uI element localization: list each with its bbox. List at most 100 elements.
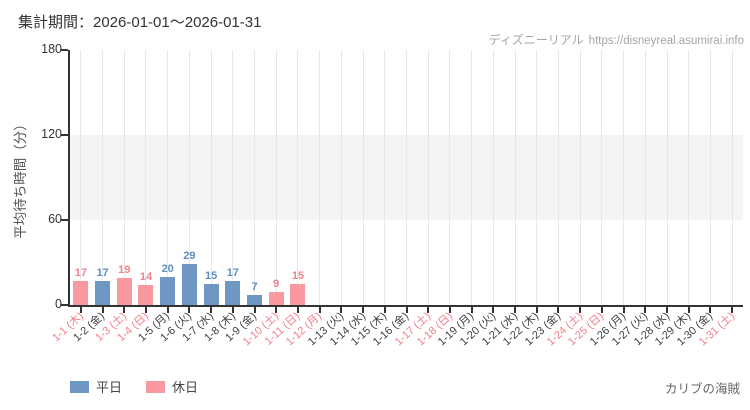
- x-axis-tick: [427, 307, 430, 313]
- x-axis-tick: [557, 307, 560, 313]
- gridline: [731, 50, 733, 305]
- gridline: [688, 50, 690, 305]
- x-axis-tick: [340, 307, 343, 313]
- gridline: [644, 50, 646, 305]
- x-axis-tick: [318, 307, 321, 313]
- x-axis-tick: [188, 307, 191, 313]
- gridline: [254, 50, 256, 305]
- gridline: [492, 50, 494, 305]
- gridline: [102, 50, 104, 305]
- x-axis-tick: [448, 307, 451, 313]
- watermark: ディズニーリアル https://disneyreal.asumirai.info: [489, 31, 744, 48]
- x-axis-tick: [514, 307, 517, 313]
- gridline: [471, 50, 473, 305]
- x-axis-tick: [535, 307, 538, 313]
- x-axis-tick: [687, 307, 690, 313]
- x-axis-labels: 1-1 (木) 1-2 (金) 1-3 (土) 1-4 (日) 1-5 (月) 1-6 (…: [50, 310, 743, 372]
- watermark-url-link[interactable]: https://disneyreal.asumirai.info: [588, 35, 744, 47]
- bar-value-label: 29: [183, 250, 196, 262]
- bar-1-5 (月): [160, 277, 176, 305]
- gridline: [275, 50, 277, 305]
- x-axis-tick: [79, 307, 82, 313]
- bar-1-6 (火): [181, 264, 197, 305]
- x-axis-tick: [709, 307, 712, 313]
- bar-value-label: 19: [118, 264, 131, 276]
- bar-value-label: 17: [96, 267, 109, 279]
- x-axis-tick: [231, 307, 234, 313]
- x-axis-tick: [144, 307, 147, 313]
- gridline: [579, 50, 581, 305]
- gridline: [557, 50, 559, 305]
- gridline: [123, 50, 125, 305]
- gridline: [340, 50, 342, 305]
- report-period-title: 集計期間：2026-01-01～2026-01-31: [18, 14, 262, 31]
- plot-area: 17 17 19 14 20 29 15 17 7 9 15: [61, 49, 743, 313]
- gridline: [210, 50, 212, 305]
- y-axis-title-text: 平均待ち時間（分）: [13, 116, 28, 239]
- x-axis-tick: [470, 307, 473, 313]
- x-axis-tick: [275, 307, 278, 313]
- y-axis-title: 平均待ち時間（分）: [8, 50, 30, 305]
- gridline: [666, 50, 668, 305]
- gridline: [319, 50, 321, 305]
- gridline: [384, 50, 386, 305]
- x-axis-tick: [644, 307, 647, 313]
- gridline: [145, 50, 147, 305]
- bar-value-label: 17: [226, 267, 239, 279]
- x-axis-tick: [600, 307, 603, 313]
- x-axis-tick: [405, 307, 408, 313]
- legend: 平日 休日: [70, 377, 222, 396]
- y-axis-tick: [61, 49, 68, 51]
- x-axis-tick: [123, 307, 126, 313]
- bar-1-2 (金): [95, 281, 111, 305]
- x-axis-tick: [253, 307, 256, 313]
- x-axis-tick: [296, 307, 299, 313]
- bar-1-4 (日): [138, 285, 154, 305]
- gridline: [514, 50, 516, 305]
- gridline: [427, 50, 429, 305]
- gridline: [406, 50, 407, 305]
- legend-weekday-label: 平日: [96, 380, 123, 395]
- attraction-name: カリブの海賊: [664, 382, 740, 396]
- bar-1-11 (日): [290, 284, 306, 305]
- x-axis-tick: [210, 307, 213, 313]
- bar-1-8 (木): [225, 281, 241, 305]
- bar-value-label: 15: [204, 270, 218, 282]
- gridline: [188, 50, 190, 305]
- gridline: [623, 50, 625, 305]
- bar-1-7 (水): [203, 284, 219, 305]
- gridline: [80, 50, 82, 305]
- x-axis-tick: [666, 307, 669, 313]
- gridline: [449, 50, 451, 305]
- y-axis-tick: [61, 304, 68, 306]
- y-axis-tick: [61, 219, 68, 221]
- x-axis-tick: [383, 307, 386, 313]
- legend-holiday-swatch: [146, 380, 166, 393]
- x-axis-tick: [362, 307, 365, 313]
- bar-1-10 (土): [268, 292, 284, 305]
- bar-value-label: 20: [161, 263, 174, 275]
- x-axis-tick: [731, 307, 734, 313]
- gridline: [362, 50, 364, 305]
- bar-value-label: 9: [273, 278, 280, 290]
- bar-value-label: 7: [251, 281, 258, 293]
- legend-holiday-label: 休日: [172, 380, 199, 395]
- gridline: [297, 50, 299, 305]
- bar-value-label: 15: [291, 270, 305, 282]
- bar-1-3 (土): [116, 278, 132, 305]
- x-axis-tick: [579, 307, 582, 313]
- bar-value-label: 17: [74, 267, 87, 279]
- x-axis-tick: [622, 307, 625, 313]
- x-axis-tick: [101, 307, 104, 313]
- bar-value-label: 14: [139, 271, 153, 283]
- legend-weekday-swatch: [70, 380, 89, 393]
- watermark-brand: ディズニーリアル: [488, 33, 584, 47]
- x-axis-tick: [492, 307, 495, 313]
- bar-1-9 (金): [247, 295, 263, 305]
- gridline: [232, 50, 234, 305]
- y-axis-tick: [61, 134, 68, 136]
- gridline: [536, 50, 538, 305]
- bar-1-1 (木): [73, 281, 89, 305]
- gridline: [167, 50, 169, 305]
